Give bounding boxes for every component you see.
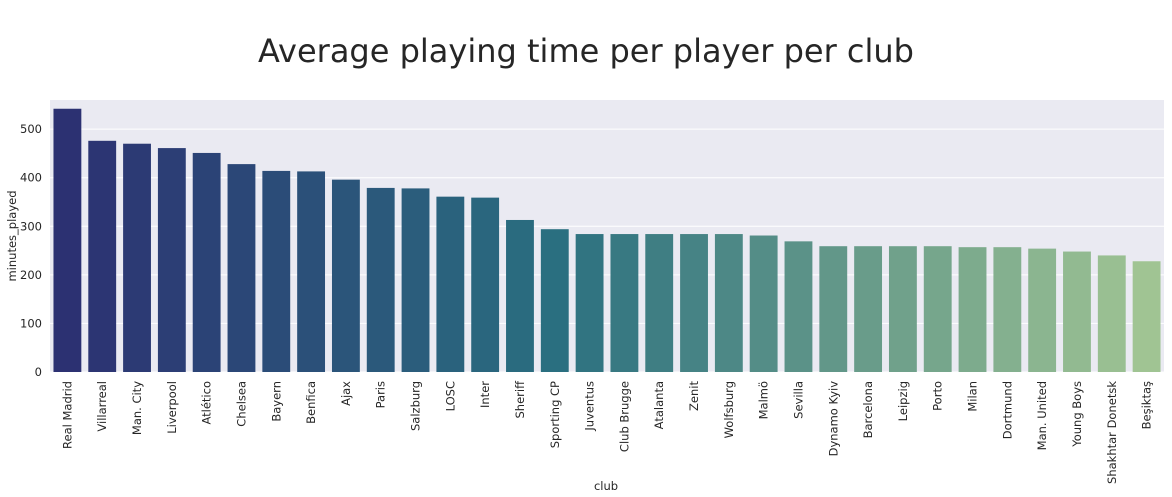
x-tick-label: LOSC <box>443 381 457 411</box>
bar-liverpool <box>157 148 186 372</box>
bar-atalanta <box>645 234 674 372</box>
bar-young-boys <box>1063 251 1091 372</box>
x-tick-label: Ajax <box>339 381 353 406</box>
bar-dynamo-kyiv <box>819 246 848 372</box>
bar-juventus <box>575 234 604 372</box>
x-tick-label: Bayern <box>269 381 283 422</box>
bars <box>53 108 1161 372</box>
bar-benfica <box>297 171 326 372</box>
bar-man-united <box>1028 248 1057 372</box>
x-tick-label: Man. United <box>1035 381 1049 450</box>
x-tick-label: Sevilla <box>791 381 805 419</box>
bar-wolfsburg <box>714 234 743 372</box>
y-axis-ticks: 0 100 200 300 400 500 <box>20 122 42 379</box>
x-tick-label: Paris <box>374 381 388 408</box>
y-tick-label: 100 <box>20 316 42 330</box>
bar-zenit <box>680 234 708 372</box>
bar-sevilla <box>784 241 813 372</box>
y-tick-label: 500 <box>20 122 42 136</box>
x-tick-label: Zenit <box>687 381 701 411</box>
x-tick-label: Dortmund <box>1000 381 1014 439</box>
bar-milan <box>958 247 987 372</box>
x-tick-label: Chelsea <box>234 381 248 427</box>
x-tick-label: Sporting CP <box>548 381 562 448</box>
x-tick-label: Malmö <box>757 381 771 419</box>
x-tick-label: Liverpool <box>165 381 179 434</box>
bar-inter <box>471 197 500 372</box>
bar-leipzig <box>888 246 917 372</box>
bar-barcelona <box>854 246 883 372</box>
x-tick-label: Young Boys <box>1070 381 1084 448</box>
x-tick-label: Club Brugge <box>617 381 631 452</box>
bar-be-ikta- <box>1132 261 1161 372</box>
x-tick-label: Beşiktaş <box>1140 381 1154 429</box>
x-tick-label: Dynamo Kyiv <box>826 381 840 457</box>
x-tick-label: Sheriff <box>513 380 527 419</box>
y-axis-label: minutes_played <box>5 190 19 281</box>
chart-title: Average playing time per player per club <box>258 32 914 70</box>
bar-bayern <box>262 170 291 372</box>
bar-sheriff <box>506 219 534 372</box>
x-tick-label: Milan <box>966 381 980 412</box>
x-tick-label: Man. City <box>130 381 144 435</box>
x-tick-label: Barcelona <box>861 381 875 438</box>
y-tick-label: 200 <box>20 268 42 282</box>
bar-dortmund <box>993 247 1022 372</box>
bar-man-city <box>123 143 151 372</box>
bar-shakhtar-donetsk <box>1097 255 1126 372</box>
x-tick-label: Porto <box>931 381 945 411</box>
x-tick-label: Leipzig <box>896 381 910 421</box>
bar-malm- <box>749 235 778 372</box>
y-tick-label: 300 <box>20 219 42 233</box>
x-axis-ticks: Real Madrid Villarreal Man. City Liverpool A… <box>60 380 1153 484</box>
bar-losc <box>436 196 465 372</box>
x-tick-label: Benfica <box>304 381 318 424</box>
x-axis-label: club <box>594 479 618 493</box>
bar-porto <box>923 246 952 372</box>
x-tick-label: Salzburg <box>409 381 423 431</box>
x-tick-label: Wolfsburg <box>722 381 736 438</box>
x-tick-label: Shakhtar Donetsk <box>1105 381 1119 484</box>
x-tick-label: Villarreal <box>95 381 109 432</box>
bar-ajax <box>331 179 360 372</box>
y-tick-label: 0 <box>35 365 42 379</box>
y-tick-label: 400 <box>20 171 42 185</box>
bar-villarreal <box>88 140 117 372</box>
bar-real-madrid <box>53 108 82 372</box>
bar-club-brugge <box>610 234 639 372</box>
x-tick-label: Juventus <box>583 381 597 432</box>
bar-paris <box>366 187 395 372</box>
x-tick-label: Inter <box>478 381 492 408</box>
bar-salzburg <box>401 188 430 372</box>
bar-sporting-cp <box>540 229 569 372</box>
x-tick-label: Real Madrid <box>60 381 74 449</box>
x-tick-label: Atlético <box>200 381 214 425</box>
x-tick-label: Atalanta <box>652 381 666 429</box>
bar-atl-tico <box>192 152 221 372</box>
bar-chelsea <box>227 164 256 372</box>
